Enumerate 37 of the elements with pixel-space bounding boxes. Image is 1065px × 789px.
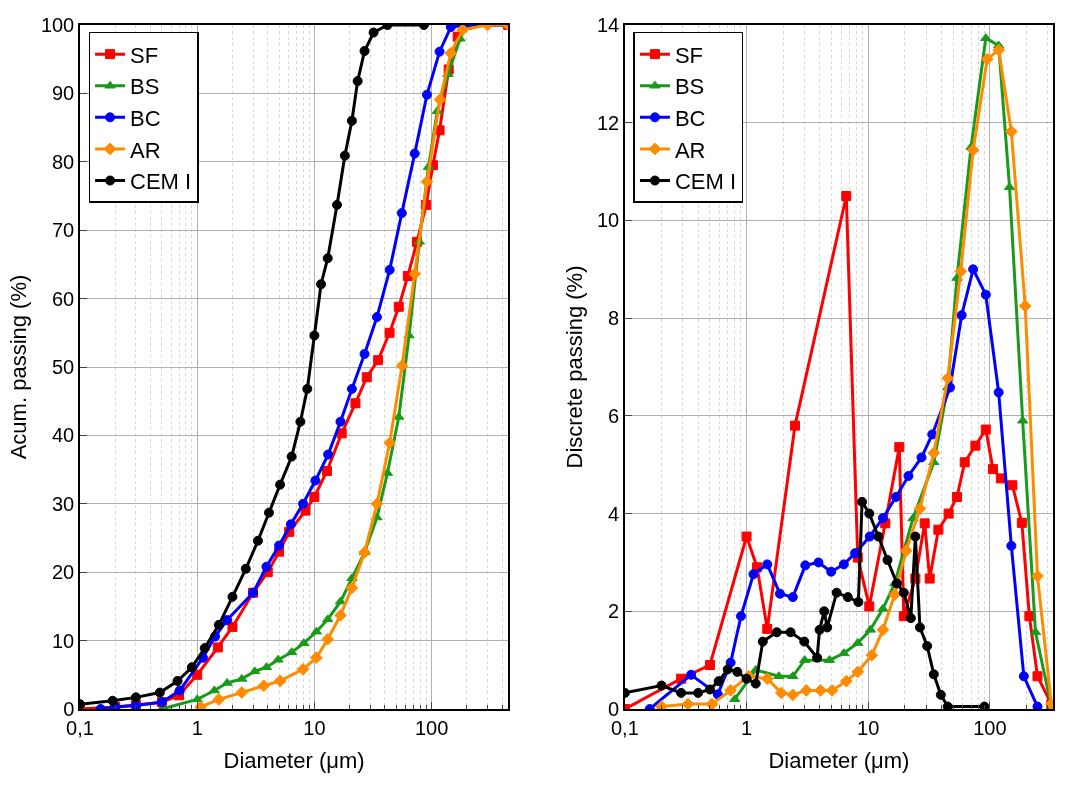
x-tick-label: 1: [191, 716, 203, 739]
y-tick-label: 20: [52, 561, 75, 584]
y-tick-label: 10: [52, 629, 75, 652]
y-tick-label: 50: [52, 356, 75, 378]
legend-label: CEM I: [674, 169, 737, 195]
y-tick-label: 90: [52, 82, 75, 105]
x-tick-label: 100: [973, 716, 1007, 739]
y-tick-label: 30: [52, 492, 75, 515]
x-axis-title: Diameter (μm): [223, 748, 365, 774]
x-tick-label: 100: [414, 716, 449, 739]
y-axis-title: Discrete passing (%): [562, 265, 588, 469]
legend-label: CEM I: [130, 169, 192, 195]
legend-label: BS: [130, 74, 160, 100]
y-tick-label: 8: [608, 307, 620, 330]
legend-label: SF: [674, 42, 704, 68]
y-tick-label: 14: [596, 14, 620, 36]
y-axis-title: Acum. passing (%): [6, 274, 32, 460]
y-tick-label: 100: [40, 14, 75, 36]
x-tick-label: 1: [741, 716, 753, 739]
legend-label: BC: [130, 105, 161, 131]
y-tick-label: 40: [52, 424, 75, 447]
legend-label: AR: [674, 137, 706, 163]
y-tick-label: 6: [608, 404, 620, 427]
x-tick-label: 10: [303, 716, 326, 739]
y-tick-label: 2: [608, 600, 620, 623]
y-tick-label: 60: [52, 287, 75, 310]
x-axis-title: Diameter (μm): [768, 748, 910, 774]
y-tick-label: 4: [608, 502, 620, 525]
x-tick-label: 10: [857, 716, 880, 739]
legend-label: BC: [674, 105, 706, 131]
y-tick-label: 10: [596, 209, 620, 232]
y-tick-label: 70: [52, 219, 75, 242]
y-tick-label: 12: [596, 111, 620, 134]
y-tick-label: 80: [52, 150, 75, 173]
legend-label: AR: [130, 137, 161, 163]
legend-label: SF: [130, 42, 159, 68]
legend-label: BS: [674, 74, 705, 100]
